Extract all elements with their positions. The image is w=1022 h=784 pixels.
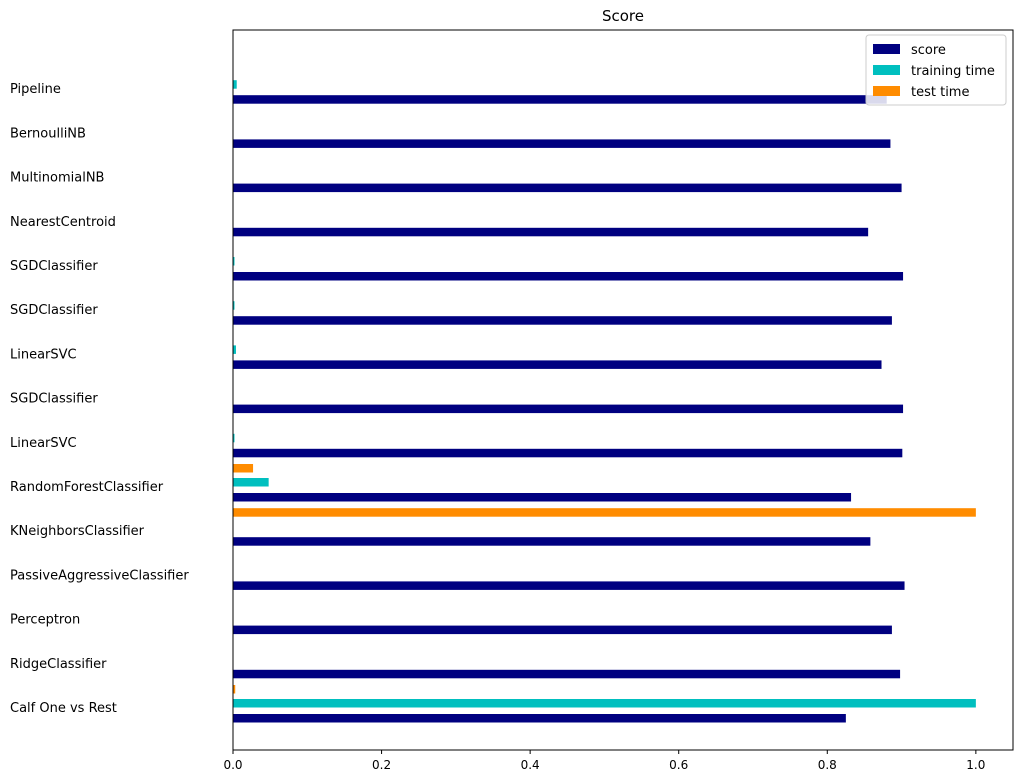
legend-box [865,34,1007,106]
x-tick-label: 0.8 [818,758,837,772]
bar-score [233,360,882,369]
x-tick-label: 0.4 [521,758,540,772]
category-label: Pipeline [10,82,61,97]
legend-label-score: score [911,43,946,58]
category-label: PassiveAggressiveClassifier [10,568,189,583]
legend-swatch-score [873,44,900,54]
chart-title: Score [602,7,644,25]
bar-score [233,272,904,281]
bar-score [233,493,852,502]
bar-score [233,404,904,414]
bar-test-time [233,464,254,473]
legend: score training time test time [865,34,1007,106]
bar-score [233,139,891,148]
category-label: BernoulliNB [10,126,86,141]
x-tick-label: 0.6 [669,758,688,772]
bars-group [233,80,976,723]
category-labels: Pipeline BernoulliNB MultinomialNB NearestC… [10,82,189,716]
bar-score [233,227,869,237]
bar-score [233,448,903,458]
bar-score [233,581,905,590]
bar-score [233,95,887,104]
bar-training-time [233,345,236,354]
category-label: Perceptron [10,613,80,628]
bar-score [233,537,871,546]
bar-training-time [233,257,235,266]
category-label: SGDClassifier [10,392,98,407]
category-label: RidgeClassifier [10,657,107,672]
bar-training-time [233,478,269,487]
legend-label-test-time: test time [911,85,969,100]
bar-training-time [233,80,237,89]
x-tick-label: 0.2 [372,758,391,772]
legend-label-training-time: training time [911,64,995,79]
bar-score [233,714,846,723]
legend-swatch-training-time [873,65,900,75]
bar-score [233,669,901,679]
bar-test-time [233,685,236,694]
category-label: NearestCentroid [10,215,116,230]
category-label: KNeighborsClassifier [10,524,145,539]
bar-score [233,316,892,325]
category-label: RandomForestClassifier [10,480,164,495]
bar-score [233,625,892,635]
bar-training-time [233,433,235,443]
category-label: SGDClassifier [10,259,98,274]
legend-swatch-test-time [873,86,900,96]
bar-score [233,183,902,193]
bar-training-time [233,301,235,310]
bar-training-time [233,699,976,708]
plot-frame [232,29,1014,751]
bar-test-time [233,508,976,517]
x-tick-label: 0.0 [223,758,242,772]
category-label: LinearSVC [10,347,77,362]
category-label: LinearSVC [10,436,77,451]
category-label: Calf One vs Rest [10,701,117,716]
category-label: MultinomialNB [10,171,104,186]
x-tick-label: 1.0 [966,758,985,772]
category-label: SGDClassifier [10,303,98,318]
x-axis-ticks: 0.0 0.2 0.4 0.6 0.8 1.0 [223,750,985,772]
